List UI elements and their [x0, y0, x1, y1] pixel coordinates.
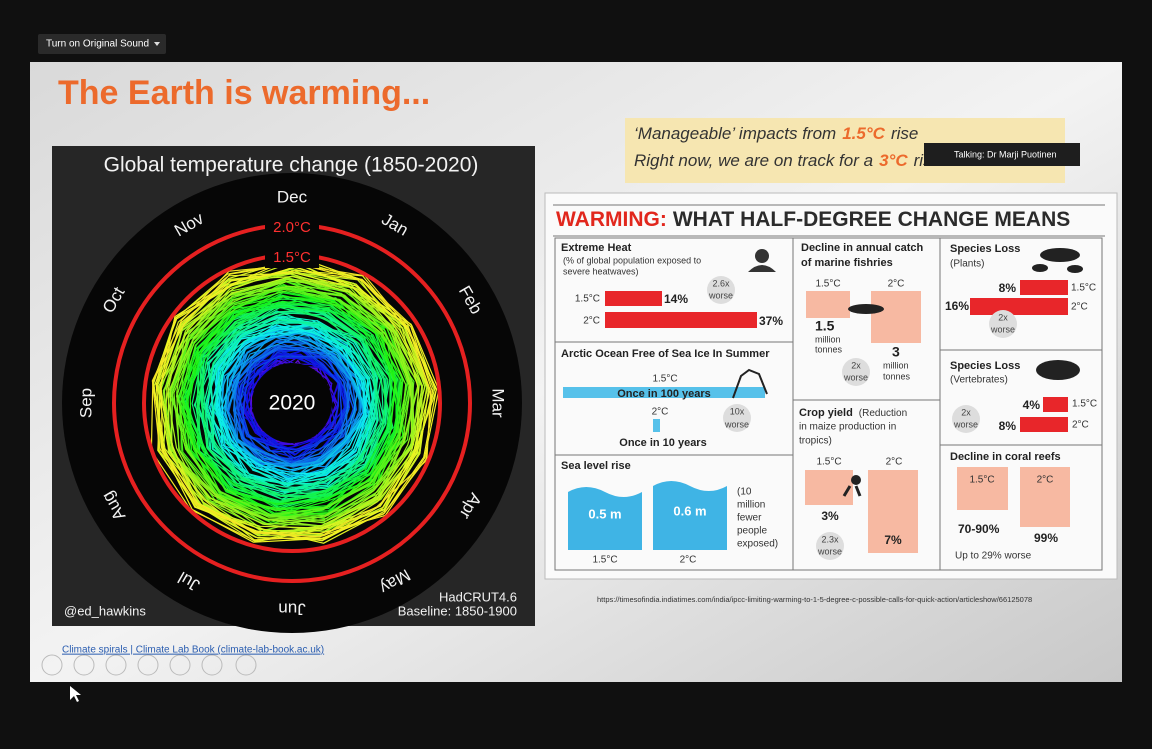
note: worse: [817, 546, 842, 556]
slide-link[interactable]: Climate spirals | Climate Lab Book (clim…: [62, 645, 324, 656]
note: 2.3x: [821, 534, 839, 544]
row-label: 2°C: [652, 407, 669, 418]
panel-subtitle: (% of global population exposed to: [563, 255, 701, 265]
row-text: Once in 10 years: [619, 437, 706, 449]
spiral-dataset: HadCRUT4.6: [439, 589, 517, 604]
quote-line-part: 1.5°C: [842, 124, 885, 143]
note: worse: [708, 290, 733, 300]
quote-line: ‘Manageable’ impacts from 1.5°C rise: [634, 124, 918, 143]
row-label: 1.5°C: [1072, 399, 1097, 410]
row-label: 2°C: [583, 316, 600, 327]
row-label: 1.5°C: [652, 374, 677, 385]
note: fewer: [737, 513, 762, 524]
col-label: 2°C: [886, 457, 903, 468]
level-label: 0.5 m: [588, 506, 621, 521]
row-label: 1.5°C: [1071, 283, 1096, 294]
spiral-baseline: Baseline: 1850-1900: [398, 603, 517, 618]
value-label: 37%: [759, 314, 783, 328]
month-label: Sep: [76, 388, 95, 418]
value-label: 3: [892, 344, 900, 360]
unit-label: tonnes: [883, 371, 911, 381]
panel-title: of marine fishries: [801, 257, 893, 269]
row-label: 1.5°C: [575, 294, 600, 305]
value-label: 7%: [884, 533, 902, 547]
quote-line-part: 3°C: [879, 151, 908, 170]
value-label: 99%: [1034, 531, 1058, 545]
value-label: 4%: [1023, 398, 1041, 412]
note: 2x: [998, 312, 1008, 322]
tooltip-text: Talking: Dr Marji Puotinen: [954, 149, 1057, 159]
infographic-title-part: WHAT HALF-DEGREE CHANGE MEANS: [673, 208, 1070, 231]
col-label: 2°C: [888, 279, 905, 290]
month-label: Jun: [278, 600, 305, 619]
panel-title: Species Loss: [950, 360, 1020, 372]
value-label: 70-90%: [958, 522, 1000, 536]
note: Up to 29% worse: [955, 551, 1032, 562]
unit-label: million: [883, 360, 909, 370]
col-label: 1.5°C: [815, 279, 840, 290]
level-label: 0.6 m: [673, 503, 706, 518]
panel-title: Decline in annual catch: [801, 242, 924, 254]
panel-subtitle: tropics): [799, 436, 832, 447]
panel-subtitle: in maize production in: [799, 422, 896, 433]
value-label: 8%: [999, 419, 1017, 433]
row-label: 2°C: [1072, 420, 1089, 431]
ring-label: 2.0°C: [273, 219, 311, 236]
panel-subtitle: (Plants): [950, 259, 984, 270]
value-label: 3%: [821, 509, 839, 523]
spiral-credit: @ed_hawkins: [64, 603, 146, 618]
spiral-title: Global temperature change (1850-2020): [104, 154, 479, 177]
panel-title: Species Loss: [950, 243, 1020, 255]
value-label: 16%: [945, 299, 969, 313]
note: people: [737, 526, 767, 537]
ring-label: 1.5°C: [273, 249, 311, 266]
note: 10x: [730, 406, 745, 416]
note: exposed): [737, 539, 778, 550]
panel-title-part: (Reduction: [859, 408, 907, 419]
source-url: https://timesofindia.indiatimes.com/indi…: [597, 595, 1032, 604]
row-label: 2°C: [1071, 302, 1088, 313]
panel-title: Arctic Ocean Free of Sea Ice In Summer: [561, 348, 770, 360]
col-label: 2°C: [1037, 475, 1054, 486]
value-label: 1.5: [815, 318, 835, 334]
note: worse: [724, 419, 749, 429]
infographic-title-part: WARMING:: [556, 208, 667, 231]
slide-title: The Earth is warming...: [58, 74, 430, 112]
col-label: 1.5°C: [816, 457, 841, 468]
value-label: 8%: [999, 281, 1017, 295]
unit-label: tonnes: [815, 344, 843, 354]
panel-title: Sea level rise: [561, 460, 631, 472]
quote-line-part: Right now, we are on track for a: [634, 151, 873, 170]
quote-line-part: ‘Manageable’ impacts from: [634, 124, 836, 143]
note: worse: [990, 324, 1015, 334]
screen: DecJanFebMarAprMayJunJulAugSepOctNovTurn…: [0, 0, 1152, 749]
value-label: 14%: [664, 292, 688, 306]
note: worse: [953, 419, 978, 429]
quote-line-part: rise: [891, 124, 918, 143]
note: million: [737, 500, 765, 511]
panel-title-part: Crop yield: [799, 407, 853, 419]
panel-subtitle: severe heatwaves): [563, 266, 639, 276]
note: 2x: [851, 360, 861, 370]
spiral-year: 2020: [269, 392, 316, 415]
unit-label: million: [815, 334, 841, 344]
note: 2x: [961, 407, 971, 417]
note: (10: [737, 487, 752, 498]
col-label: 1.5°C: [969, 475, 994, 486]
note: 2.6x: [712, 278, 730, 288]
panel-title: Extreme Heat: [561, 242, 632, 254]
panel-title: Decline in coral reefs: [950, 451, 1061, 463]
panel-subtitle: (Vertebrates): [950, 375, 1008, 386]
col-label: 2°C: [680, 555, 697, 566]
col-label: 1.5°C: [592, 555, 617, 566]
month-label: Dec: [277, 187, 308, 206]
note: worse: [843, 372, 868, 382]
infographic-title: WARMING: WHAT HALF-DEGREE CHANGE MEANS: [556, 208, 1070, 231]
sound-button-label: Turn on Original Sound: [46, 39, 149, 50]
row-text: Once in 100 years: [617, 388, 711, 400]
month-label: Mar: [489, 388, 508, 418]
